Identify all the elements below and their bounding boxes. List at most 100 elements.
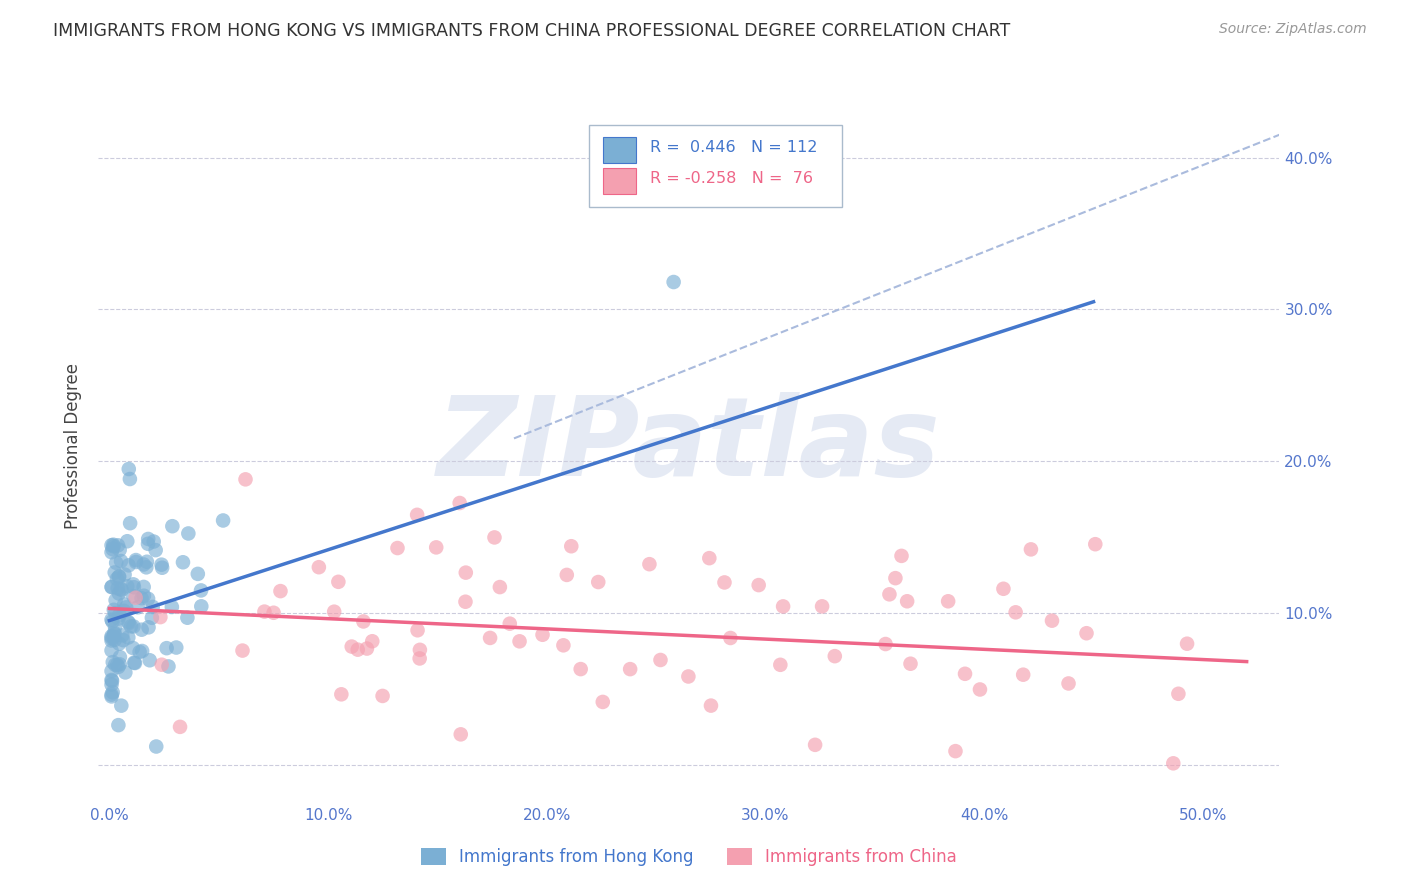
Point bbox=[697, 551, 720, 566]
Point bbox=[100, 631, 122, 645]
Point bbox=[135, 560, 157, 574]
Point bbox=[114, 567, 136, 582]
Point bbox=[136, 591, 159, 606]
Point bbox=[330, 687, 353, 701]
Point bbox=[896, 594, 918, 608]
Point bbox=[111, 582, 134, 597]
Point bbox=[678, 669, 700, 683]
Point bbox=[100, 613, 122, 627]
Point bbox=[969, 682, 991, 697]
Point bbox=[953, 666, 976, 681]
Point bbox=[748, 578, 770, 592]
Point bbox=[900, 657, 922, 671]
Point bbox=[124, 656, 146, 670]
Point bbox=[269, 584, 291, 599]
Point bbox=[101, 673, 124, 688]
Bar bbox=[603, 168, 636, 194]
Point bbox=[150, 558, 173, 572]
Point bbox=[110, 582, 132, 596]
Point bbox=[132, 580, 155, 594]
Point bbox=[132, 558, 155, 572]
Point bbox=[1161, 756, 1184, 771]
Point bbox=[108, 637, 131, 651]
Point bbox=[323, 605, 346, 619]
Point bbox=[125, 555, 148, 569]
Point bbox=[190, 583, 212, 598]
Point bbox=[115, 600, 138, 615]
Point bbox=[117, 558, 139, 573]
Point bbox=[100, 690, 122, 704]
Point bbox=[177, 526, 200, 541]
Point bbox=[308, 560, 330, 574]
Point bbox=[131, 591, 153, 606]
Point bbox=[101, 655, 124, 669]
Point bbox=[1175, 637, 1198, 651]
Text: Source: ZipAtlas.com: Source: ZipAtlas.com bbox=[1219, 22, 1367, 37]
Point bbox=[107, 718, 129, 732]
Point bbox=[884, 571, 907, 585]
Point bbox=[263, 606, 285, 620]
Point bbox=[108, 586, 131, 600]
Point bbox=[108, 650, 131, 665]
Point bbox=[253, 605, 276, 619]
Point bbox=[103, 539, 125, 553]
Point bbox=[936, 594, 959, 608]
Point bbox=[138, 620, 160, 634]
Text: R =  0.446   N = 112: R = 0.446 N = 112 bbox=[650, 139, 817, 154]
Point bbox=[105, 572, 128, 586]
Point bbox=[592, 695, 614, 709]
Point bbox=[100, 677, 122, 691]
Point bbox=[172, 555, 194, 569]
Point bbox=[993, 582, 1015, 596]
Point bbox=[111, 628, 134, 642]
Text: R = -0.258   N =  76: R = -0.258 N = 76 bbox=[650, 171, 813, 186]
Y-axis label: Professional Degree: Professional Degree bbox=[65, 363, 83, 529]
Point bbox=[104, 657, 127, 672]
Point bbox=[484, 530, 506, 544]
Point bbox=[120, 619, 142, 633]
Point bbox=[149, 610, 172, 624]
Point bbox=[141, 611, 163, 625]
Point bbox=[1004, 605, 1026, 619]
Point bbox=[100, 673, 122, 687]
Point bbox=[110, 698, 132, 713]
Bar bbox=[603, 136, 636, 162]
Point bbox=[553, 638, 575, 652]
Point bbox=[103, 603, 125, 617]
Point bbox=[115, 579, 138, 593]
Point bbox=[454, 566, 477, 580]
Point bbox=[406, 508, 429, 522]
Point bbox=[100, 580, 122, 594]
Point bbox=[108, 569, 131, 583]
Point bbox=[425, 541, 447, 555]
Point bbox=[387, 541, 409, 555]
Point bbox=[479, 631, 502, 645]
FancyBboxPatch shape bbox=[589, 125, 842, 207]
Point bbox=[454, 595, 477, 609]
Point bbox=[1040, 614, 1063, 628]
Point bbox=[108, 570, 131, 584]
Point bbox=[720, 631, 742, 645]
Point bbox=[107, 612, 129, 626]
Point bbox=[138, 653, 160, 667]
Point bbox=[811, 599, 834, 614]
Text: ZIPatlas: ZIPatlas bbox=[437, 392, 941, 500]
Point bbox=[105, 657, 128, 672]
Point bbox=[150, 657, 173, 672]
Point bbox=[104, 607, 127, 621]
Point bbox=[361, 634, 384, 648]
Point bbox=[346, 642, 368, 657]
Point bbox=[157, 659, 180, 673]
Point bbox=[128, 645, 150, 659]
Point bbox=[122, 656, 145, 670]
Point bbox=[769, 657, 792, 672]
Point bbox=[1019, 542, 1042, 557]
Point bbox=[104, 632, 127, 647]
Point bbox=[190, 599, 212, 614]
Point bbox=[1084, 537, 1107, 551]
Point bbox=[122, 640, 145, 655]
Point bbox=[509, 634, 531, 648]
Point bbox=[499, 616, 522, 631]
Point bbox=[145, 543, 167, 558]
Point bbox=[122, 619, 145, 633]
